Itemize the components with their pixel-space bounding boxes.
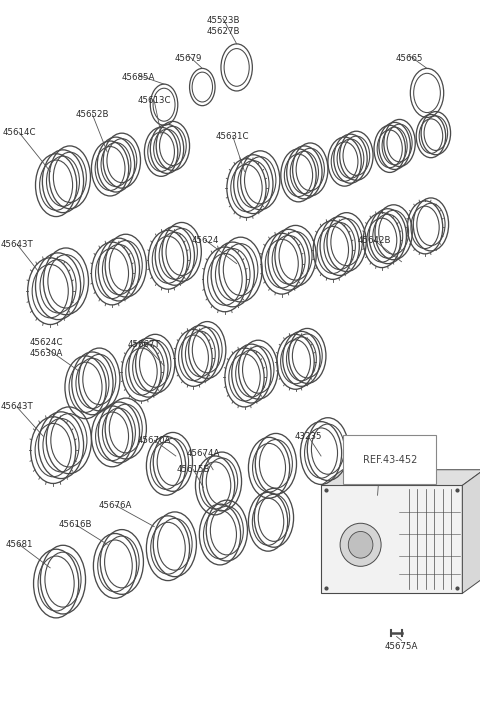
Text: 45676A: 45676A [98, 501, 132, 510]
Text: 45523B
45627B: 45523B 45627B [206, 16, 240, 36]
Polygon shape [321, 470, 480, 485]
Text: 45624C
45630A: 45624C 45630A [30, 338, 63, 358]
Polygon shape [321, 485, 462, 593]
Text: 43235: 43235 [295, 432, 322, 441]
Text: 45652B: 45652B [76, 110, 109, 119]
Text: 45685A: 45685A [122, 73, 155, 82]
Text: 45614C: 45614C [2, 128, 36, 137]
Text: 45667T: 45667T [128, 340, 161, 349]
Text: 45631C: 45631C [216, 131, 250, 140]
Text: 45674A: 45674A [187, 449, 220, 458]
Polygon shape [462, 470, 480, 593]
Text: 45670A: 45670A [138, 436, 171, 445]
Ellipse shape [340, 523, 381, 567]
Text: 45643T: 45643T [0, 402, 33, 411]
Text: 45679: 45679 [175, 53, 202, 62]
Polygon shape [343, 470, 480, 578]
Text: 45665: 45665 [396, 53, 423, 62]
Text: 45613C: 45613C [137, 96, 171, 105]
Text: 45642B: 45642B [357, 236, 391, 244]
Text: 45675A: 45675A [385, 642, 418, 651]
Text: REF.43-452: REF.43-452 [362, 455, 417, 465]
Text: 45681: 45681 [5, 540, 33, 549]
Text: 45616B: 45616B [59, 520, 93, 529]
Ellipse shape [348, 531, 373, 558]
Text: 45624: 45624 [192, 236, 219, 244]
Text: 45615B: 45615B [177, 465, 210, 475]
Text: 45643T: 45643T [0, 239, 33, 249]
